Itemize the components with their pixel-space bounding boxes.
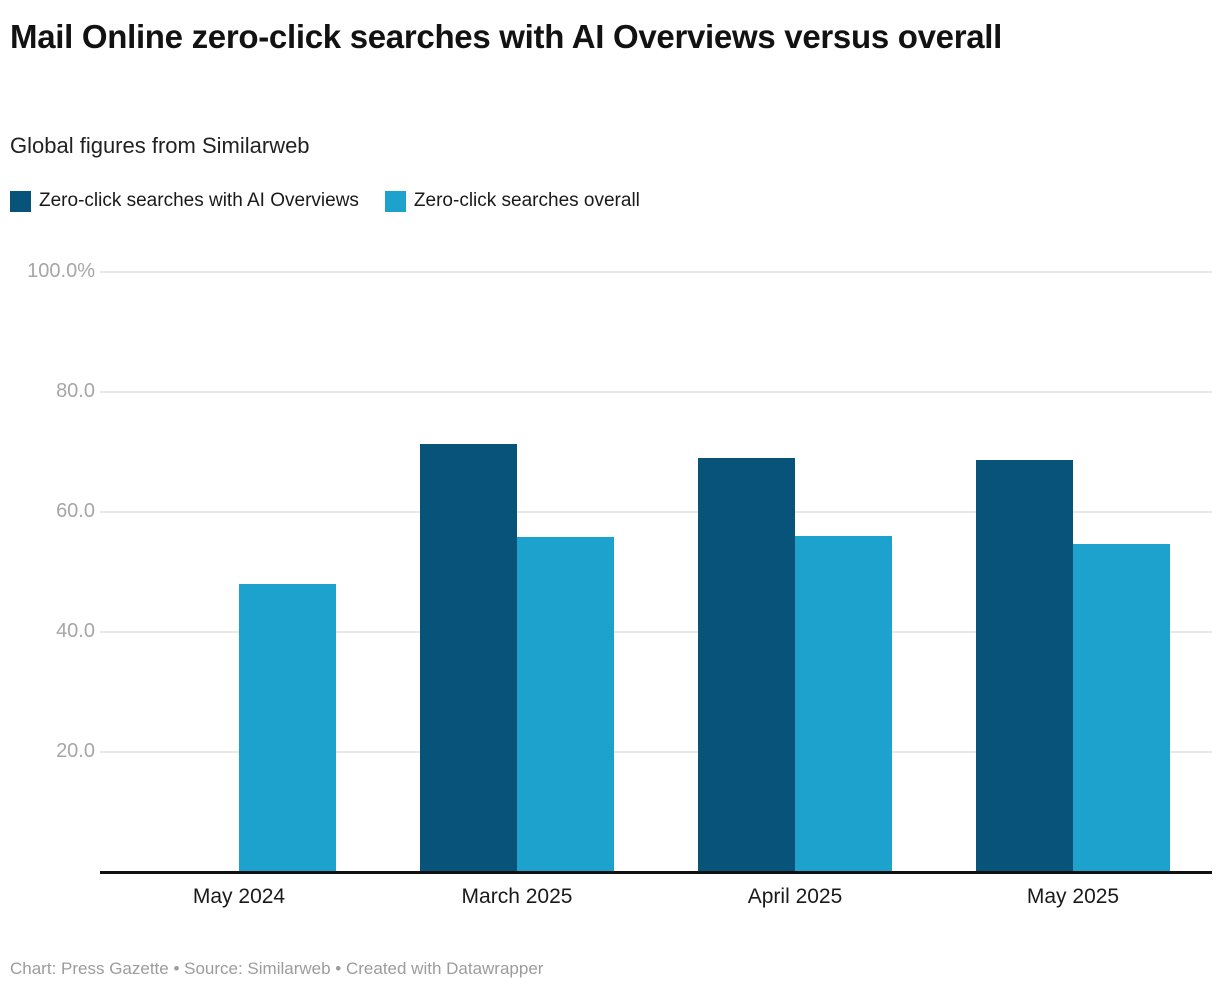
legend-item-overall: Zero-click searches overall <box>384 190 640 212</box>
legend-swatch-ai-overviews <box>10 190 31 212</box>
legend: Zero-click searches with AI Overviews Ze… <box>10 190 640 212</box>
y-gridline <box>100 511 1212 513</box>
x-axis-category-label: April 2025 <box>747 885 843 908</box>
x-axis-category-label: May 2025 <box>1026 885 1120 908</box>
bar-overall-march-2025[interactable] <box>517 537 614 872</box>
x-axis-category-label: May 2024 <box>192 885 286 908</box>
legend-swatch-overall <box>384 190 406 212</box>
y-axis-tick-label: 40.0 <box>56 620 95 642</box>
y-axis-tick-label: 80.0 <box>56 380 95 402</box>
x-axis-line <box>100 871 1212 874</box>
attribution-footer: Chart: Press Gazette • Source: Similarwe… <box>10 959 544 978</box>
legend-label-overall: Zero-click searches overall <box>413 190 640 211</box>
y-axis-tick-label: 60.0 <box>56 500 95 522</box>
bar-overall-may-2024[interactable] <box>239 584 336 872</box>
y-gridline <box>100 751 1212 753</box>
bar-ai-overviews-march-2025[interactable] <box>420 444 517 872</box>
page-title: Mail Online zero-click searches with AI … <box>10 18 1003 55</box>
y-axis-tick-label: 100.0% <box>27 260 95 282</box>
bar-overall-may-2025[interactable] <box>1073 543 1170 872</box>
chart-subtitle: Global figures from Similarweb <box>10 133 310 158</box>
bar-overall-april-2025[interactable] <box>795 536 892 872</box>
y-axis-tick-label: 20.0 <box>56 740 95 762</box>
y-gridline <box>100 271 1212 273</box>
legend-label-ai-overviews: Zero-click searches with AI Overviews <box>39 190 359 211</box>
y-gridline <box>100 391 1212 393</box>
x-axis-category-label: March 2025 <box>461 885 573 908</box>
legend-item-ai-overviews: Zero-click searches with AI Overviews <box>10 190 359 212</box>
bar-ai-overviews-may-2025[interactable] <box>976 460 1073 872</box>
y-gridline <box>100 631 1212 633</box>
bar-ai-overviews-april-2025[interactable] <box>698 458 795 872</box>
